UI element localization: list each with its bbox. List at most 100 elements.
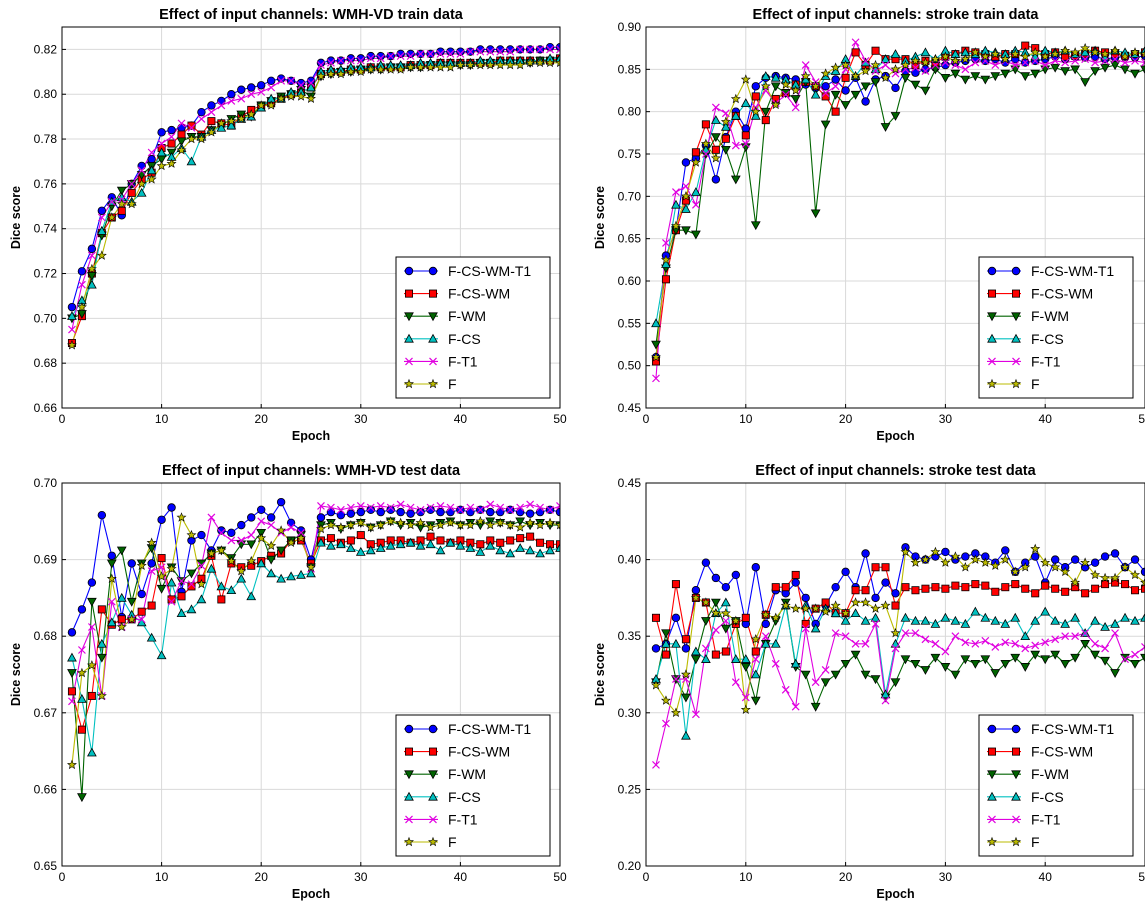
data-point-F-CS-WM [426,532,435,541]
data-point-F [116,198,127,209]
data-point-F-CS [67,311,77,320]
data-point-F-CS-WM-T1 [167,125,176,135]
legend-marker-F-CS-WM-T1 [404,266,414,276]
data-point-F [246,109,257,119]
y-tick-label: 0.68 [34,629,58,643]
legend-marker-F-WM [404,770,414,780]
data-point-F [970,47,981,57]
data-point-F [660,254,671,265]
data-point-F [455,519,466,530]
data-point-F-CS [671,199,681,209]
data-point-F-WM [960,75,971,85]
data-point-F [700,597,711,607]
data-point-F [485,519,496,530]
data-point-F [1010,48,1021,59]
data-point-F-T1 [506,505,515,514]
data-point-F-CS [216,581,227,591]
data-point-F [166,563,177,574]
x-tick-label: 0 [643,870,650,884]
data-point-F-WM [870,675,881,685]
data-point-F [1140,48,1145,59]
legend-label: F-CS-WM-T1 [448,721,531,737]
data-point-F-CS [1120,612,1130,622]
data-point-F-T1 [396,500,405,509]
y-tick-label: 0.45 [618,401,642,415]
data-point-F-CS [96,638,107,648]
y-tick-label: 0.25 [618,782,642,796]
data-point-F-CS [266,568,277,578]
data-point-F-WM [246,540,257,550]
data-point-F-T1 [297,528,305,537]
data-point-F-CS [87,279,97,289]
data-point-F-WM [1070,65,1081,75]
data-point-F [126,198,137,209]
data-point-F-WM [810,209,821,219]
data-point-F [515,59,526,70]
data-point-F-CS-WM-T1 [87,244,97,254]
data-point-F-WM [77,310,87,319]
data-point-F-CS [156,147,167,157]
data-point-F-WM [1090,67,1100,77]
data-point-F [126,614,137,624]
chart-panel-1: 0 10 20 30 40 50 0.66 0.68 0.70 0.72 0.74 0.76 0.78 0… [9,7,567,443]
data-point-F-WM [1120,65,1130,75]
data-point-F-CS-WM [167,595,176,604]
data-point-F-CS-WM-T1 [506,45,515,54]
data-point-F [335,522,346,532]
data-point-F-T1 [406,503,415,512]
data-point-F-T1 [691,710,700,719]
data-point-F-CS-WM-T1 [486,45,495,54]
data-point-F-CS-WM [701,120,710,129]
data-point-F-WM [651,340,661,350]
data-point-F-CS-WM-T1 [197,107,206,117]
data-point-F-T1 [881,61,890,70]
data-point-F-CS [1020,631,1031,640]
data-point-F-CS-WM-T1 [941,60,950,70]
data-point-F-CS-WM [1041,581,1050,590]
data-point-F [750,634,761,644]
data-point-F [385,516,396,526]
x-tick-label: 40 [1039,412,1053,426]
legend-label: F-CS-WM [448,744,510,760]
data-point-F [800,70,811,81]
legend-marker-F-CS [404,791,414,801]
data-point-F-CS-WM-T1 [681,158,691,167]
data-point-F-WM [980,655,991,665]
data-point-F [315,523,326,534]
data-point-F-CS [990,615,1001,625]
data-point-F [840,59,851,70]
data-point-F-WM [176,137,187,147]
data-point-F-CS-WM-T1 [376,51,385,61]
data-point-F-T1 [436,49,445,58]
data-point-F-T1 [366,503,375,512]
data-point-F-T1 [1071,632,1080,641]
legend-marker-F-WM [428,770,438,780]
data-point-F-CS-WM-T1 [681,644,691,653]
data-point-F-CS [166,577,177,587]
data-point-F-CS [790,658,801,668]
data-point-F-CS-WM [861,586,870,595]
data-point-F-CS-WM-T1 [741,124,750,133]
data-point-F-CS-WM-T1 [257,505,266,515]
data-point-F-T1 [691,200,700,209]
y-tick-label: 0.66 [34,782,58,796]
data-point-F-CS [186,604,197,614]
data-point-F-WM [661,629,671,639]
legend: F-CS-WM-T1 F-CS-WM F-WM F-CS F-T1 F [978,256,1134,399]
data-point-F [216,118,227,128]
data-point-F [385,64,396,74]
data-point-F-WM [67,669,77,678]
data-point-F-T1 [297,81,305,90]
y-tick-label: 0.68 [34,356,58,370]
data-point-F-T1 [366,54,375,63]
data-point-F [1100,48,1111,59]
legend-box [978,714,1134,857]
data-point-F-T1 [307,79,315,87]
y-tick-label: 0.74 [34,222,58,236]
y-tick-label: 0.40 [618,553,642,567]
data-point-F-CS-WM [791,570,800,579]
data-point-F [980,557,991,567]
data-point-F [415,517,426,528]
data-point-F-T1 [456,49,465,58]
plot-frame [645,482,1145,867]
